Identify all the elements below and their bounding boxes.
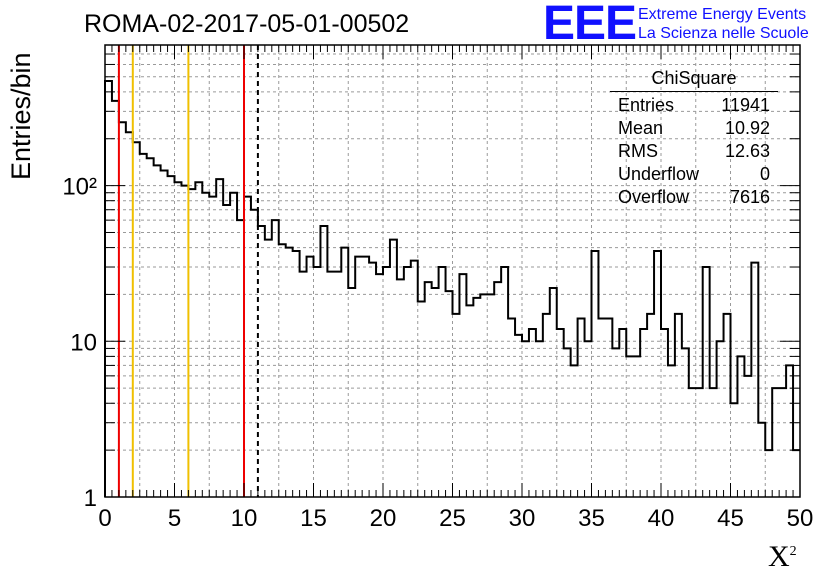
x-tick-label: 45 bbox=[717, 505, 744, 532]
stats-label: Overflow bbox=[618, 187, 690, 207]
y-tick-label: 1 bbox=[84, 485, 97, 512]
logo-line-1: Extreme Energy Events bbox=[638, 6, 807, 23]
grid bbox=[105, 44, 800, 497]
x-axis-label-base: X bbox=[768, 540, 790, 573]
stats-row-overflow: Overflow 7616 bbox=[610, 186, 778, 209]
stats-row-entries: Entries 11941 bbox=[610, 94, 778, 117]
stats-value: 10.92 bbox=[724, 118, 770, 138]
stats-row-underflow: Underflow 0 bbox=[610, 163, 778, 186]
y-axis-label: Entries/bin bbox=[6, 52, 36, 180]
stats-box: ChiSquare Entries 11941 Mean 10.92 RMS 1… bbox=[610, 68, 778, 209]
stats-value: 12.63 bbox=[724, 141, 770, 161]
x-tick-label: 10 bbox=[231, 505, 258, 532]
axes bbox=[104, 44, 801, 498]
x-tick-label: 25 bbox=[439, 505, 466, 532]
chart-title: ROMA-02-2017-05-01-00502 bbox=[84, 10, 410, 38]
x-tick-label: 30 bbox=[509, 505, 536, 532]
x-axis-label-sup: 2 bbox=[789, 544, 797, 559]
tick-labels: 0 5 10 15 20 25 30 35 40 45 50 1 10 10² bbox=[62, 174, 813, 532]
x-tick-label: 40 bbox=[648, 505, 675, 532]
stats-title: ChiSquare bbox=[610, 68, 778, 92]
plot-frame bbox=[104, 44, 801, 498]
x-tick-label: 15 bbox=[300, 505, 327, 532]
histogram bbox=[104, 79, 800, 497]
x-axis-label: X2 bbox=[768, 540, 797, 574]
stats-label: Underflow bbox=[618, 164, 700, 184]
x-tick-label: 50 bbox=[787, 505, 814, 532]
stats-row-mean: Mean 10.92 bbox=[610, 117, 778, 140]
stats-row-rms: RMS 12.63 bbox=[610, 140, 778, 163]
stats-value: 11941 bbox=[721, 95, 770, 115]
y-tick-label: 10 bbox=[70, 329, 97, 356]
x-tick-label: 5 bbox=[168, 505, 181, 532]
stats-value: 7616 bbox=[729, 187, 770, 207]
x-tick-label: 35 bbox=[578, 505, 605, 532]
histogram-line bbox=[104, 79, 800, 497]
y-tick-label: 10² bbox=[62, 174, 97, 201]
stats-label: Entries bbox=[618, 95, 675, 115]
eee-logo: EEE bbox=[543, 0, 637, 50]
logo-line-2: La Scienza nelle Scuole bbox=[638, 25, 809, 42]
reference-lines bbox=[117, 45, 259, 497]
x-tick-label: 0 bbox=[98, 505, 111, 532]
stats-label: Mean bbox=[618, 118, 664, 138]
x-tick-label: 20 bbox=[370, 505, 397, 532]
stats-label: RMS bbox=[618, 141, 658, 161]
stats-value: 0 bbox=[759, 164, 770, 184]
